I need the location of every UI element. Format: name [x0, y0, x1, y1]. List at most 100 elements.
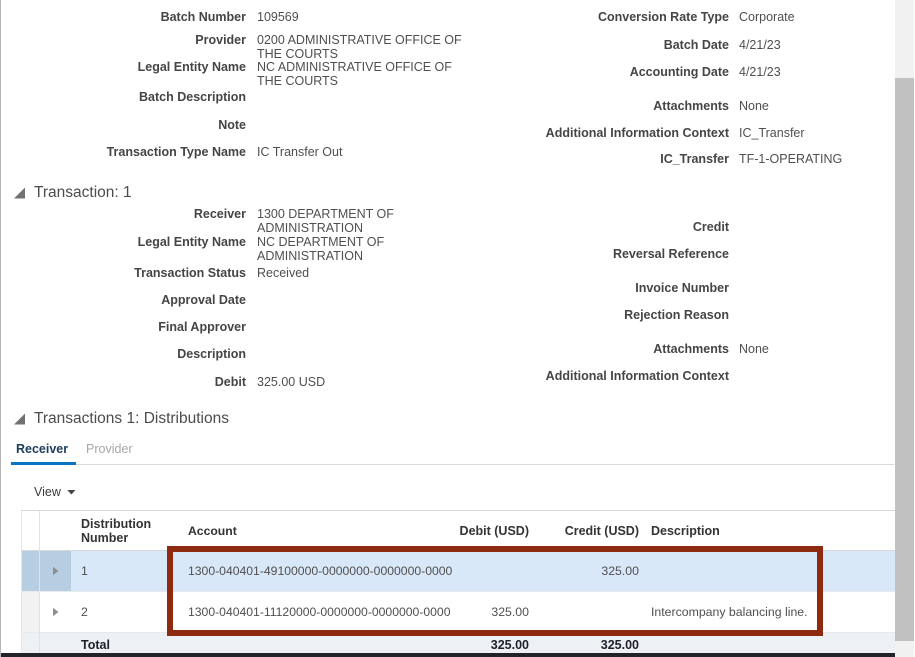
- active-tab-underline: [11, 462, 76, 465]
- column-header-debit: Debit (USD): [459, 523, 529, 538]
- field-debit: Debit 325.00 USD: [1, 375, 471, 390]
- row-expand-icon[interactable]: [52, 607, 59, 617]
- field-value: [257, 119, 471, 133]
- view-menu-label: View: [34, 485, 61, 499]
- cell-account: 1300-040401-11120000-0000000-0000000-000…: [188, 605, 451, 619]
- field-final-approver: Final Approver: [1, 320, 471, 335]
- field-label: Conversion Rate Type: [597, 10, 729, 24]
- field-value: 0200 ADMINISTRATIVE OFFICE OF THE COURTS: [257, 33, 462, 61]
- field-value: NC DEPARTMENT OF ADMINISTRATION: [257, 235, 385, 263]
- dropdown-arrow-icon: [66, 489, 76, 495]
- section-collapse-icon[interactable]: [14, 187, 25, 199]
- field-value: [739, 221, 894, 235]
- field-value: None: [739, 99, 769, 113]
- cell-distribution-number: 1: [81, 564, 88, 578]
- field-value: [739, 248, 894, 262]
- field-provider: Provider 0200 ADMINISTRATIVE OFFICE OF T…: [1, 33, 471, 61]
- field-transaction-additional-information-context: Additional Information Context: [471, 369, 901, 384]
- field-label: Final Approver: [158, 320, 246, 334]
- field-transaction-status: Transaction Status Received: [1, 266, 471, 281]
- field-label: Additional Information Context: [545, 126, 729, 140]
- field-value: [257, 91, 471, 105]
- field-credit: Credit: [471, 220, 901, 235]
- expander-cell[interactable]: [40, 592, 71, 632]
- row-header-gutter: [22, 633, 40, 657]
- expander-column-header: [40, 511, 71, 550]
- total-label: Total: [81, 638, 110, 652]
- field-invoice-number: Invoice Number: [471, 281, 901, 296]
- row-header-gutter[interactable]: [22, 551, 40, 591]
- field-label: Batch Description: [139, 90, 246, 104]
- cell-account: 1300-040401-49100000-0000000-0000000-000…: [188, 564, 453, 578]
- field-value: IC_Transfer: [739, 126, 805, 140]
- column-header-description: Description: [651, 523, 720, 538]
- field-value: [739, 282, 894, 296]
- field-label: Transaction Type Name: [106, 145, 246, 159]
- section-title: Transactions 1: Distributions: [34, 410, 229, 427]
- distributions-section-header[interactable]: Transactions 1: Distributions: [14, 410, 229, 428]
- field-label: Note: [218, 118, 246, 132]
- field-value: [739, 309, 894, 323]
- field-rejection-reason: Rejection Reason: [471, 308, 901, 323]
- field-additional-information-context: Additional Information Context IC_Transf…: [471, 126, 901, 141]
- section-collapse-icon[interactable]: [14, 413, 25, 425]
- tab-receiver[interactable]: Receiver: [16, 442, 69, 456]
- field-value: 325.00 USD: [257, 375, 326, 389]
- field-batch-number: Batch Number 109569: [1, 10, 471, 25]
- field-value: NC ADMINISTRATIVE OFFICE OF THE COURTS: [257, 60, 452, 88]
- field-label: Approval Date: [161, 293, 246, 307]
- field-accounting-date: Accounting Date 4/21/23: [471, 65, 901, 80]
- field-transaction-attachments: Attachments None: [471, 342, 901, 357]
- field-value: 4/21/23: [739, 65, 781, 79]
- field-label: Accounting Date: [629, 65, 729, 79]
- field-label: Reversal Reference: [612, 247, 729, 261]
- section-title: Transaction: 1: [34, 184, 132, 201]
- field-label: Receiver: [193, 207, 246, 221]
- field-receiver: Receiver 1300 DEPARTMENT OF ADMINISTRATI…: [1, 207, 471, 235]
- view-menu-button[interactable]: View: [34, 485, 76, 499]
- field-label: Attachments: [653, 342, 729, 356]
- field-value: 109569: [257, 10, 299, 24]
- field-value: None: [739, 342, 769, 356]
- field-value: Received: [257, 266, 310, 280]
- distributions-table: Distribution Number Account Debit (USD) …: [21, 510, 895, 657]
- field-attachments: Attachments None: [471, 99, 901, 114]
- field-value: [257, 348, 471, 362]
- row-expand-icon[interactable]: [52, 566, 59, 576]
- field-ic-transfer: IC_Transfer TF-1-OPERATING: [471, 152, 901, 167]
- total-credit: 325.00: [600, 638, 639, 652]
- field-conversion-rate-type: Conversion Rate Type Corporate: [471, 10, 901, 25]
- field-value: 4/21/23: [739, 38, 781, 52]
- table-header-row: Distribution Number Account Debit (USD) …: [21, 510, 895, 551]
- row-header-gutter[interactable]: [22, 592, 40, 632]
- field-label: IC_Transfer: [660, 152, 729, 166]
- transaction-section-header[interactable]: Transaction: 1: [14, 184, 132, 202]
- field-note: Note: [1, 118, 471, 133]
- column-header-credit: Credit (USD): [564, 523, 639, 538]
- vertical-scrollbar-thumb[interactable]: [895, 78, 914, 641]
- field-label: Invoice Number: [635, 281, 729, 295]
- table-row[interactable]: 2 1300-040401-11120000-0000000-0000000-0…: [21, 592, 895, 633]
- field-label: Transaction Status: [134, 266, 246, 280]
- total-debit: 325.00: [490, 638, 529, 652]
- field-label: Additional Information Context: [545, 369, 729, 383]
- column-header-account: Account: [188, 523, 237, 538]
- cell-credit: 325.00: [601, 564, 639, 578]
- table-row[interactable]: 1 1300-040401-49100000-0000000-0000000-0…: [21, 551, 895, 592]
- field-approval-date: Approval Date: [1, 293, 471, 308]
- field-receiver-legal-entity-name: Legal Entity Name NC DEPARTMENT OF ADMIN…: [1, 235, 471, 263]
- field-label: Batch Number: [160, 10, 246, 24]
- tab-provider[interactable]: Provider: [86, 442, 133, 456]
- field-label: Batch Date: [663, 38, 729, 52]
- column-header-distribution-number: Distribution Number: [81, 516, 152, 545]
- field-value: 1300 DEPARTMENT OF ADMINISTRATION: [257, 207, 394, 235]
- field-transaction-type-name: Transaction Type Name IC Transfer Out: [1, 145, 471, 160]
- row-header-gutter: [22, 511, 40, 550]
- field-label: Legal Entity Name: [137, 235, 246, 249]
- expander-cell[interactable]: [40, 551, 71, 591]
- field-value: Corporate: [739, 10, 795, 24]
- field-value: IC Transfer Out: [257, 145, 343, 159]
- cell-debit: 325.00: [491, 605, 529, 619]
- tab-bar-divider: [11, 464, 894, 465]
